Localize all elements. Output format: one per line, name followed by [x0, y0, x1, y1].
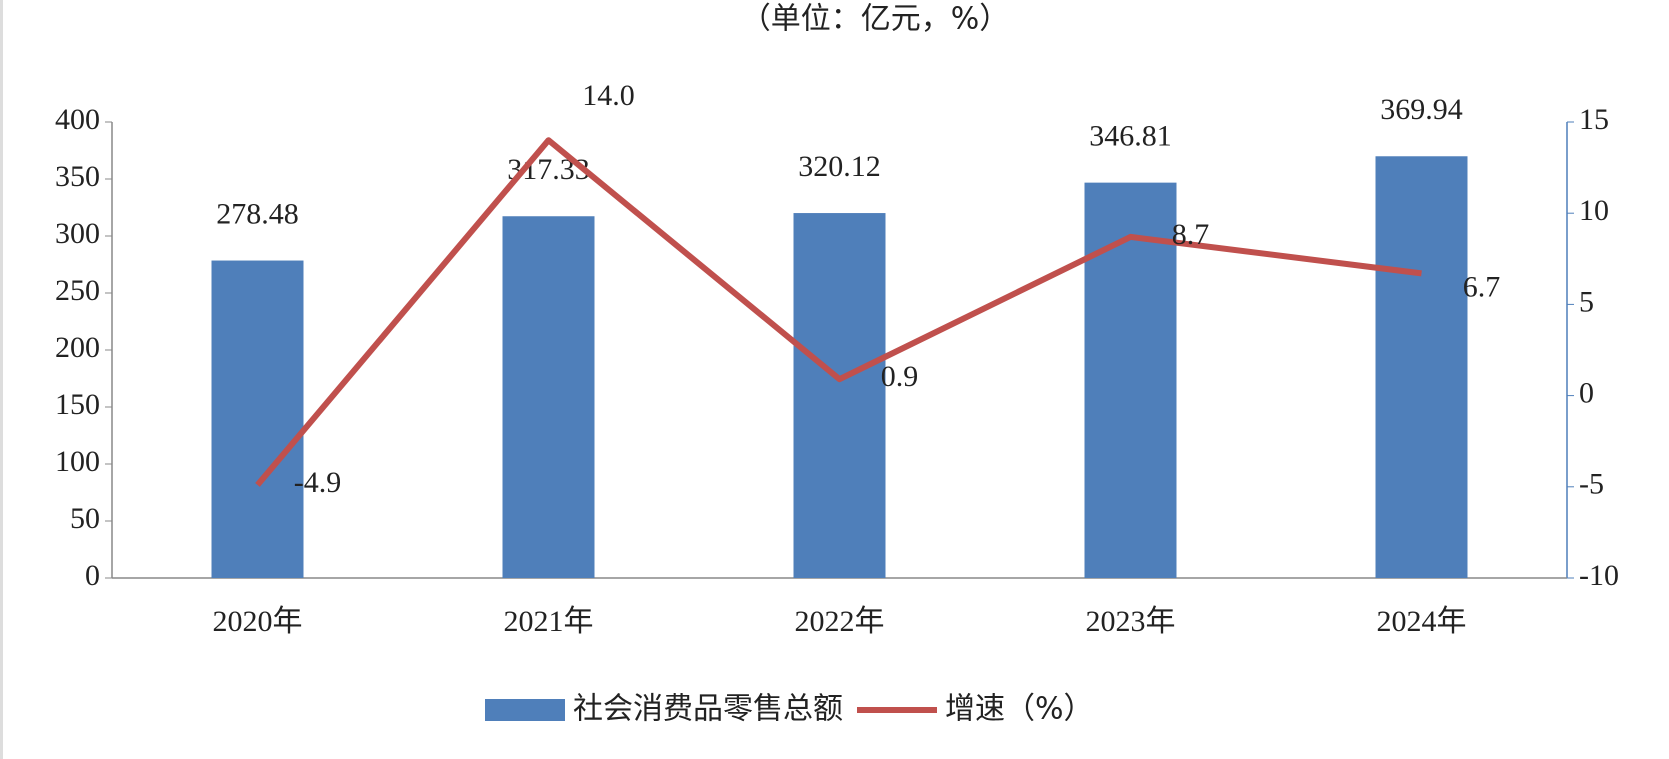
y-tick-label: 400 — [55, 103, 100, 136]
legend-label: 社会消费品零售总额 — [573, 692, 843, 727]
y2-tick-label: 10 — [1579, 194, 1609, 227]
y-tick-label: 150 — [55, 388, 100, 421]
y2-tick-label: 0 — [1579, 376, 1594, 409]
y-tick-label: 100 — [55, 445, 100, 478]
y-tick-label: 300 — [55, 217, 100, 250]
bar-value-label: 369.94 — [1380, 93, 1463, 126]
bar — [1375, 156, 1468, 578]
bar-value-label: 317.33 — [507, 153, 590, 186]
line — [255, 137, 1422, 487]
y2-tick-label: 15 — [1579, 103, 1609, 136]
y2-tick-label: 5 — [1579, 285, 1594, 318]
chart-subtitle: （单位：亿元，%） — [741, 2, 1010, 37]
line-value-label: 0.9 — [881, 360, 919, 393]
x-tick-label: 2022年 — [795, 605, 885, 638]
x-tick-label: 2024年 — [1377, 605, 1467, 638]
x-tick-label: 2023年 — [1086, 605, 1176, 638]
x-tick-label: 2021年 — [504, 605, 594, 638]
bar — [793, 213, 886, 578]
line-value-label: 14.0 — [582, 79, 635, 112]
x-tick-label: 2020年 — [213, 605, 303, 638]
bar-value-label: 320.12 — [798, 150, 881, 183]
legend-swatch — [485, 699, 565, 721]
line-value-label: -4.9 — [294, 466, 342, 499]
bar — [211, 260, 304, 578]
y2-tick-label: -10 — [1579, 559, 1619, 592]
frame-edge — [0, 0, 3, 759]
y-tick-label: 250 — [55, 274, 100, 307]
bar-value-label: 346.81 — [1089, 120, 1172, 153]
y2-tick-label: -5 — [1579, 468, 1604, 501]
bar — [502, 216, 595, 578]
bar — [1084, 182, 1177, 578]
line-value-label: 8.7 — [1172, 218, 1210, 251]
y-tick-label: 200 — [55, 331, 100, 364]
line-value-label: 6.7 — [1463, 270, 1501, 303]
y-tick-label: 0 — [85, 559, 100, 592]
y-tick-label: 350 — [55, 160, 100, 193]
legend-label: 增速（%） — [945, 692, 1094, 727]
y-tick-label: 50 — [70, 502, 100, 535]
bar-value-label: 278.48 — [216, 197, 299, 230]
